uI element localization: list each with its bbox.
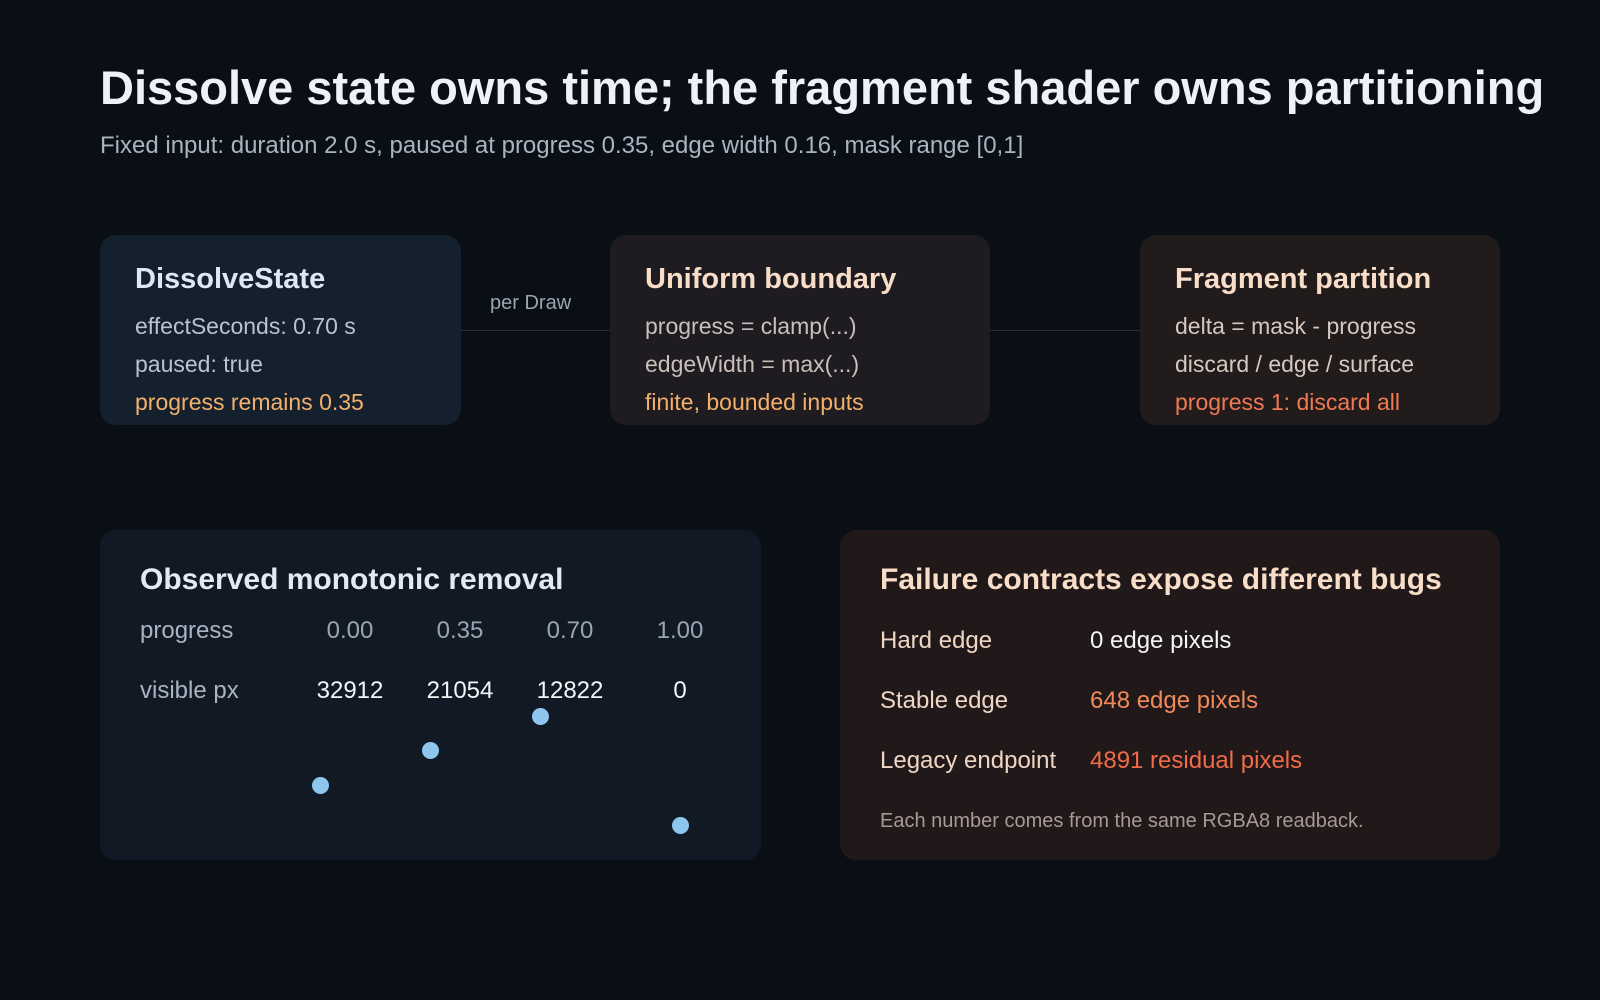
stage-line: discard / edge / surface	[1175, 351, 1415, 377]
failure-label: Legacy endpoint	[880, 747, 1057, 774]
stage-title: Fragment partition	[1175, 263, 1432, 295]
failure-value: 4891 residual pixels	[1090, 747, 1303, 774]
subtitle: Fixed input: duration 2.0 s, paused at p…	[100, 132, 1024, 159]
card-title: Failure contracts expose different bugs	[880, 563, 1442, 596]
failure-card: Failure contracts expose different bugs …	[840, 530, 1500, 860]
stage-card: Uniform boundary progress = clamp(...) edg…	[610, 235, 990, 425]
row-header: progress	[140, 617, 234, 644]
plot-dot	[532, 708, 549, 725]
observed-card: Observed monotonic removal progress 0.00 0…	[100, 530, 761, 860]
stage-title: DissolveState	[135, 263, 326, 295]
stage-line: paused: true	[135, 351, 263, 377]
stage-line: delta = mask - progress	[1175, 313, 1416, 339]
row-header: visible px	[140, 677, 239, 704]
table-cell: 0	[673, 677, 687, 704]
table-cell: 0.70	[546, 617, 594, 644]
stage-card: Fragment partition delta = mask - progres…	[1140, 235, 1500, 425]
plot-dot	[422, 742, 439, 759]
table-cell: 1.00	[656, 617, 704, 644]
table-cell: 32912	[316, 677, 384, 704]
stage-card: DissolveState effectSeconds: 0.70 s paused…	[100, 235, 461, 425]
stage-line: progress = clamp(...)	[645, 313, 857, 339]
connector	[990, 330, 1140, 331]
card-title: Observed monotonic removal	[140, 563, 564, 596]
stage-line: effectSeconds: 0.70 s	[135, 313, 356, 339]
connector	[461, 330, 610, 331]
table-cell: 0.00	[326, 617, 374, 644]
connector-label: per Draw	[490, 292, 572, 314]
stage-line: progress remains 0.35	[135, 389, 364, 415]
stage-title: Uniform boundary	[645, 263, 897, 295]
stage-line: finite, bounded inputs	[645, 389, 864, 415]
failure-label: Stable edge	[880, 687, 1009, 714]
table-cell: 0.35	[436, 617, 484, 644]
failure-value: 648 edge pixels	[1090, 687, 1259, 714]
plot-dot	[672, 817, 689, 834]
stage-line: edgeWidth = max(...)	[645, 351, 860, 377]
plot-dot	[312, 777, 329, 794]
failure-value: 0 edge pixels	[1090, 627, 1232, 654]
failure-label: Hard edge	[880, 627, 993, 654]
table-cell: 12822	[536, 677, 604, 704]
page-title: Dissolve state owns time; the fragment s…	[100, 61, 1545, 114]
note: Each number comes from the same RGBA8 re…	[880, 810, 1364, 832]
stage-line: progress 1: discard all	[1175, 389, 1400, 415]
table-cell: 21054	[426, 677, 494, 704]
